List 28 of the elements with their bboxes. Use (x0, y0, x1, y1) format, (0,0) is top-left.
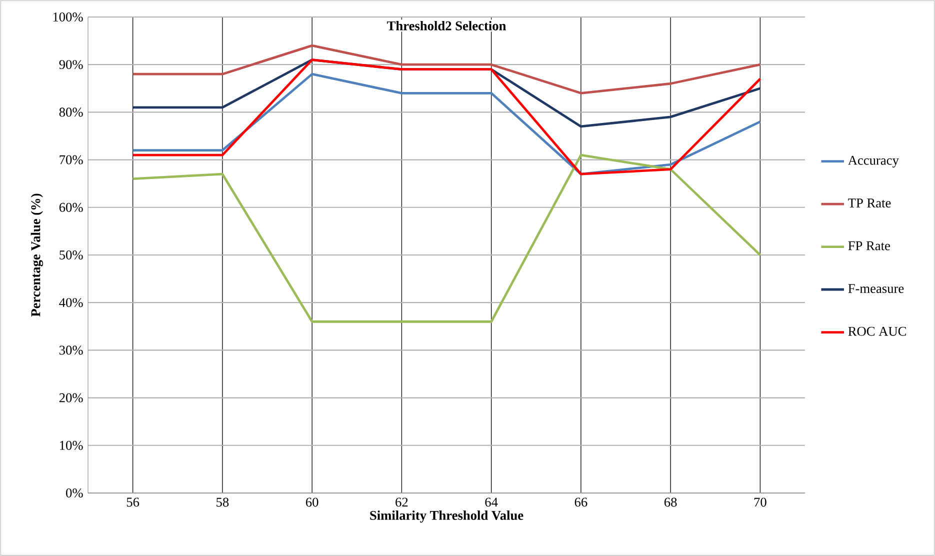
x-tick-label: 70 (754, 498, 766, 507)
legend-label: ROC AUC (848, 326, 906, 336)
y-tick-label: 30% (60, 346, 83, 355)
y-axis-title: Percentage Value (%) (30, 194, 44, 317)
x-tick-label: 58 (216, 498, 229, 507)
legend-label: F-measure (848, 284, 904, 293)
legend-label: Accuracy (848, 156, 899, 168)
y-tick-label: 20% (59, 393, 83, 402)
x-tick-label: 64 (485, 498, 498, 507)
x-tick-label: 62 (396, 498, 408, 507)
x-tick-label: 66 (574, 498, 588, 507)
x-tick-label: 68 (664, 498, 677, 507)
y-tick-label: 40% (59, 298, 83, 308)
y-tick-label: 90% (59, 60, 83, 70)
y-tick-label: 10% (60, 440, 83, 450)
line-series (132, 44, 762, 94)
x-tick-label: 56 (126, 498, 140, 507)
y-tick-label: 80% (59, 108, 83, 117)
legend-label: FP Rate (848, 241, 890, 250)
chart-title: Threshold2 Selection (387, 20, 506, 30)
x-tick-label: 60 (306, 498, 318, 507)
y-tick-label: 50% (60, 250, 83, 260)
y-tick-label: 100% (53, 12, 83, 22)
y-tick-label: 70% (60, 155, 83, 164)
legend-label: TP Rate (848, 198, 891, 208)
y-tick-label: 0% (66, 488, 83, 498)
y-tick-label: 60% (59, 202, 83, 212)
x-axis-title: Similarity Threshold Value (370, 510, 524, 523)
